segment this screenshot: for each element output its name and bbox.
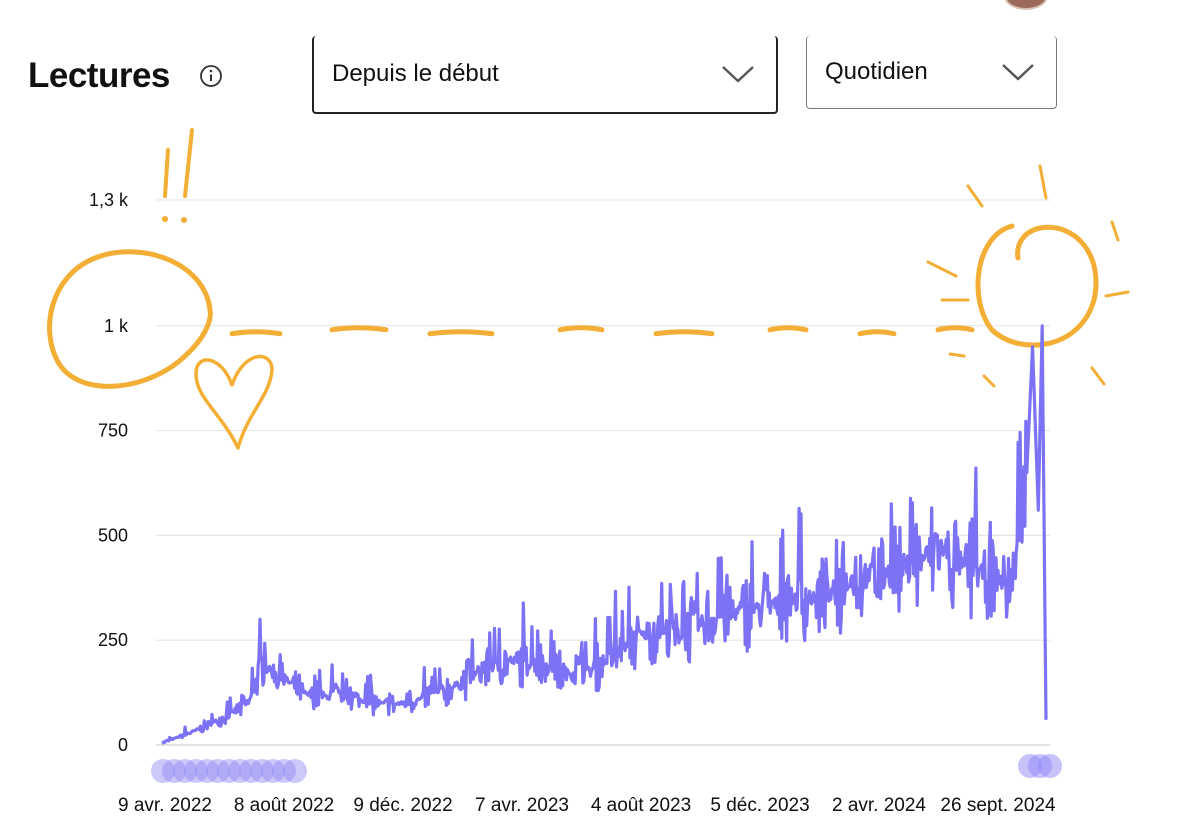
x-tick-label: 2 avr. 2024: [832, 795, 926, 816]
range-start-handle: [184, 759, 208, 783]
x-tick-label: 5 déc. 2023: [710, 795, 809, 816]
chevron-down-icon: [722, 66, 754, 83]
sun-ray-doodle: [926, 260, 958, 278]
x-tick-label: 9 déc. 2022: [353, 795, 452, 816]
page-title: Lectures: [28, 56, 170, 95]
exclamation-dot-doodle: [181, 217, 187, 223]
range-start-handle: [228, 759, 252, 783]
frequency-select[interactable]: Quotidien: [806, 36, 1057, 109]
range-start-handle: [272, 759, 296, 783]
range-start-handle: [206, 759, 230, 783]
y-tick-label: 750: [98, 421, 128, 441]
sun-ray-doodle: [1038, 164, 1048, 200]
info-icon[interactable]: [199, 64, 223, 88]
x-tick-label: 7 avr. 2023: [475, 795, 569, 816]
x-tick-label: 9 avr. 2022: [118, 795, 212, 816]
y-tick-label: 1,3 k: [89, 190, 129, 210]
dashed-reference-doodle: [653, 329, 715, 337]
x-tick-label: 8 août 2022: [234, 795, 334, 816]
range-start-handle: [173, 759, 197, 783]
dashed-reference-doodle: [767, 325, 809, 333]
y-axis-ticks: 0 250 500 750 1 k 1,3 k: [89, 190, 129, 755]
range-start-handle: [250, 759, 274, 783]
dashed-reference-doodle: [427, 329, 495, 337]
x-tick-label: 26 sept. 2024: [940, 795, 1056, 816]
range-start-handle: [195, 759, 219, 783]
chart-series: [161, 324, 1048, 745]
x-tick-label: 4 août 2023: [591, 795, 691, 816]
dashed-reference-doodle: [935, 325, 975, 333]
chart-annotations: [47, 128, 1130, 450]
heart-doodle: [194, 354, 274, 450]
range-start-handle: [239, 759, 263, 783]
y-tick-label: 0: [118, 735, 128, 755]
sun-ray-doodle: [966, 184, 984, 208]
exclamation-mark-doodle: [163, 148, 170, 198]
dashed-reference-doodle: [857, 329, 897, 337]
range-start-handle: [162, 759, 186, 783]
range-handles: [151, 754, 1062, 783]
period-select-value: Depuis le début: [332, 60, 499, 87]
exclamation-dot-doodle: [162, 216, 168, 222]
exclamation-mark-doodle: [183, 128, 194, 198]
y-tick-label: 250: [98, 630, 128, 650]
dashed-reference-doodle: [557, 325, 605, 333]
sun-ray-doodle: [1110, 220, 1120, 242]
sun-doodle: [975, 223, 1099, 348]
dashed-reference-doodle: [229, 329, 283, 337]
sun-ray-doodle: [948, 352, 966, 358]
range-start-handle: [283, 759, 307, 783]
range-end-handle: [1038, 754, 1062, 778]
range-start-handle: [151, 759, 175, 783]
range-start-handle: [261, 759, 285, 783]
y-tick-label: 500: [98, 525, 128, 545]
x-axis-ticks: 9 avr. 2022 8 août 2022 9 déc. 2022 7 avr. …: [118, 795, 1056, 816]
sun-ray-doodle: [1090, 366, 1106, 386]
frequency-select-value: Quotidien: [825, 58, 928, 85]
period-select[interactable]: Depuis le début: [312, 36, 778, 114]
plays-line: [161, 324, 1048, 745]
chevron-down-icon: [1002, 64, 1034, 81]
circle-doodle: [47, 249, 213, 389]
sun-ray-doodle: [982, 374, 996, 388]
dashed-reference-doodle: [329, 325, 389, 333]
sun-ray-doodle: [1104, 290, 1130, 298]
y-tick-label: 1 k: [104, 316, 129, 336]
range-start-handle: [217, 759, 241, 783]
